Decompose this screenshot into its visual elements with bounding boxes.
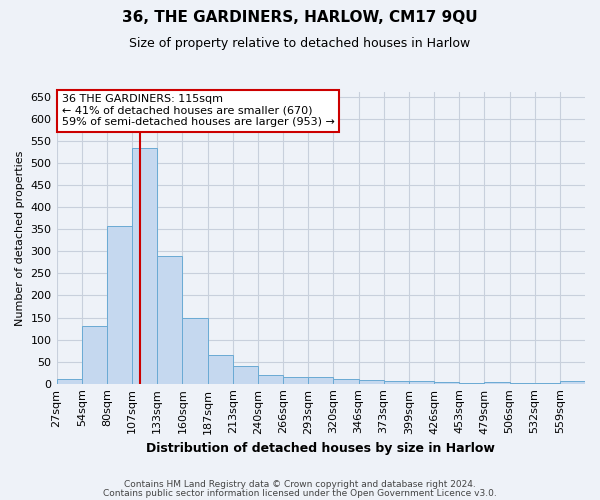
Bar (107, 226, 132, 384)
Bar (82, 326, 107, 384)
Bar (283, 377, 308, 384)
Bar (233, 366, 258, 384)
Bar (182, 318, 208, 384)
Text: 36, THE GARDINERS, HARLOW, CM17 9QU: 36, THE GARDINERS, HARLOW, CM17 9QU (122, 10, 478, 25)
Text: Contains public sector information licensed under the Open Government Licence v3: Contains public sector information licen… (103, 488, 497, 498)
Bar (132, 148, 157, 384)
Y-axis label: Number of detached properties: Number of detached properties (15, 150, 25, 326)
Bar (308, 377, 334, 384)
Bar (258, 375, 283, 384)
Bar (560, 382, 585, 384)
Text: Contains HM Land Registry data © Crown copyright and database right 2024.: Contains HM Land Registry data © Crown c… (124, 480, 476, 489)
X-axis label: Distribution of detached houses by size in Harlow: Distribution of detached houses by size … (146, 442, 495, 455)
Text: Size of property relative to detached houses in Harlow: Size of property relative to detached ho… (130, 38, 470, 51)
Bar (484, 382, 509, 384)
Text: 36 THE GARDINERS: 115sqm
← 41% of detached houses are smaller (670)
59% of semi-: 36 THE GARDINERS: 115sqm ← 41% of detach… (62, 94, 335, 127)
Bar (157, 256, 182, 384)
Bar (383, 382, 409, 384)
Bar (208, 355, 233, 384)
Bar (359, 380, 383, 384)
Bar (334, 380, 359, 384)
Bar (434, 382, 459, 384)
Bar (409, 382, 434, 384)
Bar (56, 380, 82, 384)
